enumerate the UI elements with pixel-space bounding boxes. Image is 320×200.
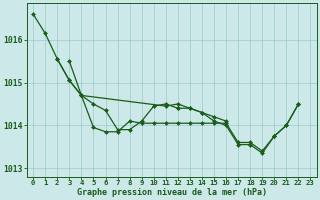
X-axis label: Graphe pression niveau de la mer (hPa): Graphe pression niveau de la mer (hPa): [77, 188, 267, 197]
